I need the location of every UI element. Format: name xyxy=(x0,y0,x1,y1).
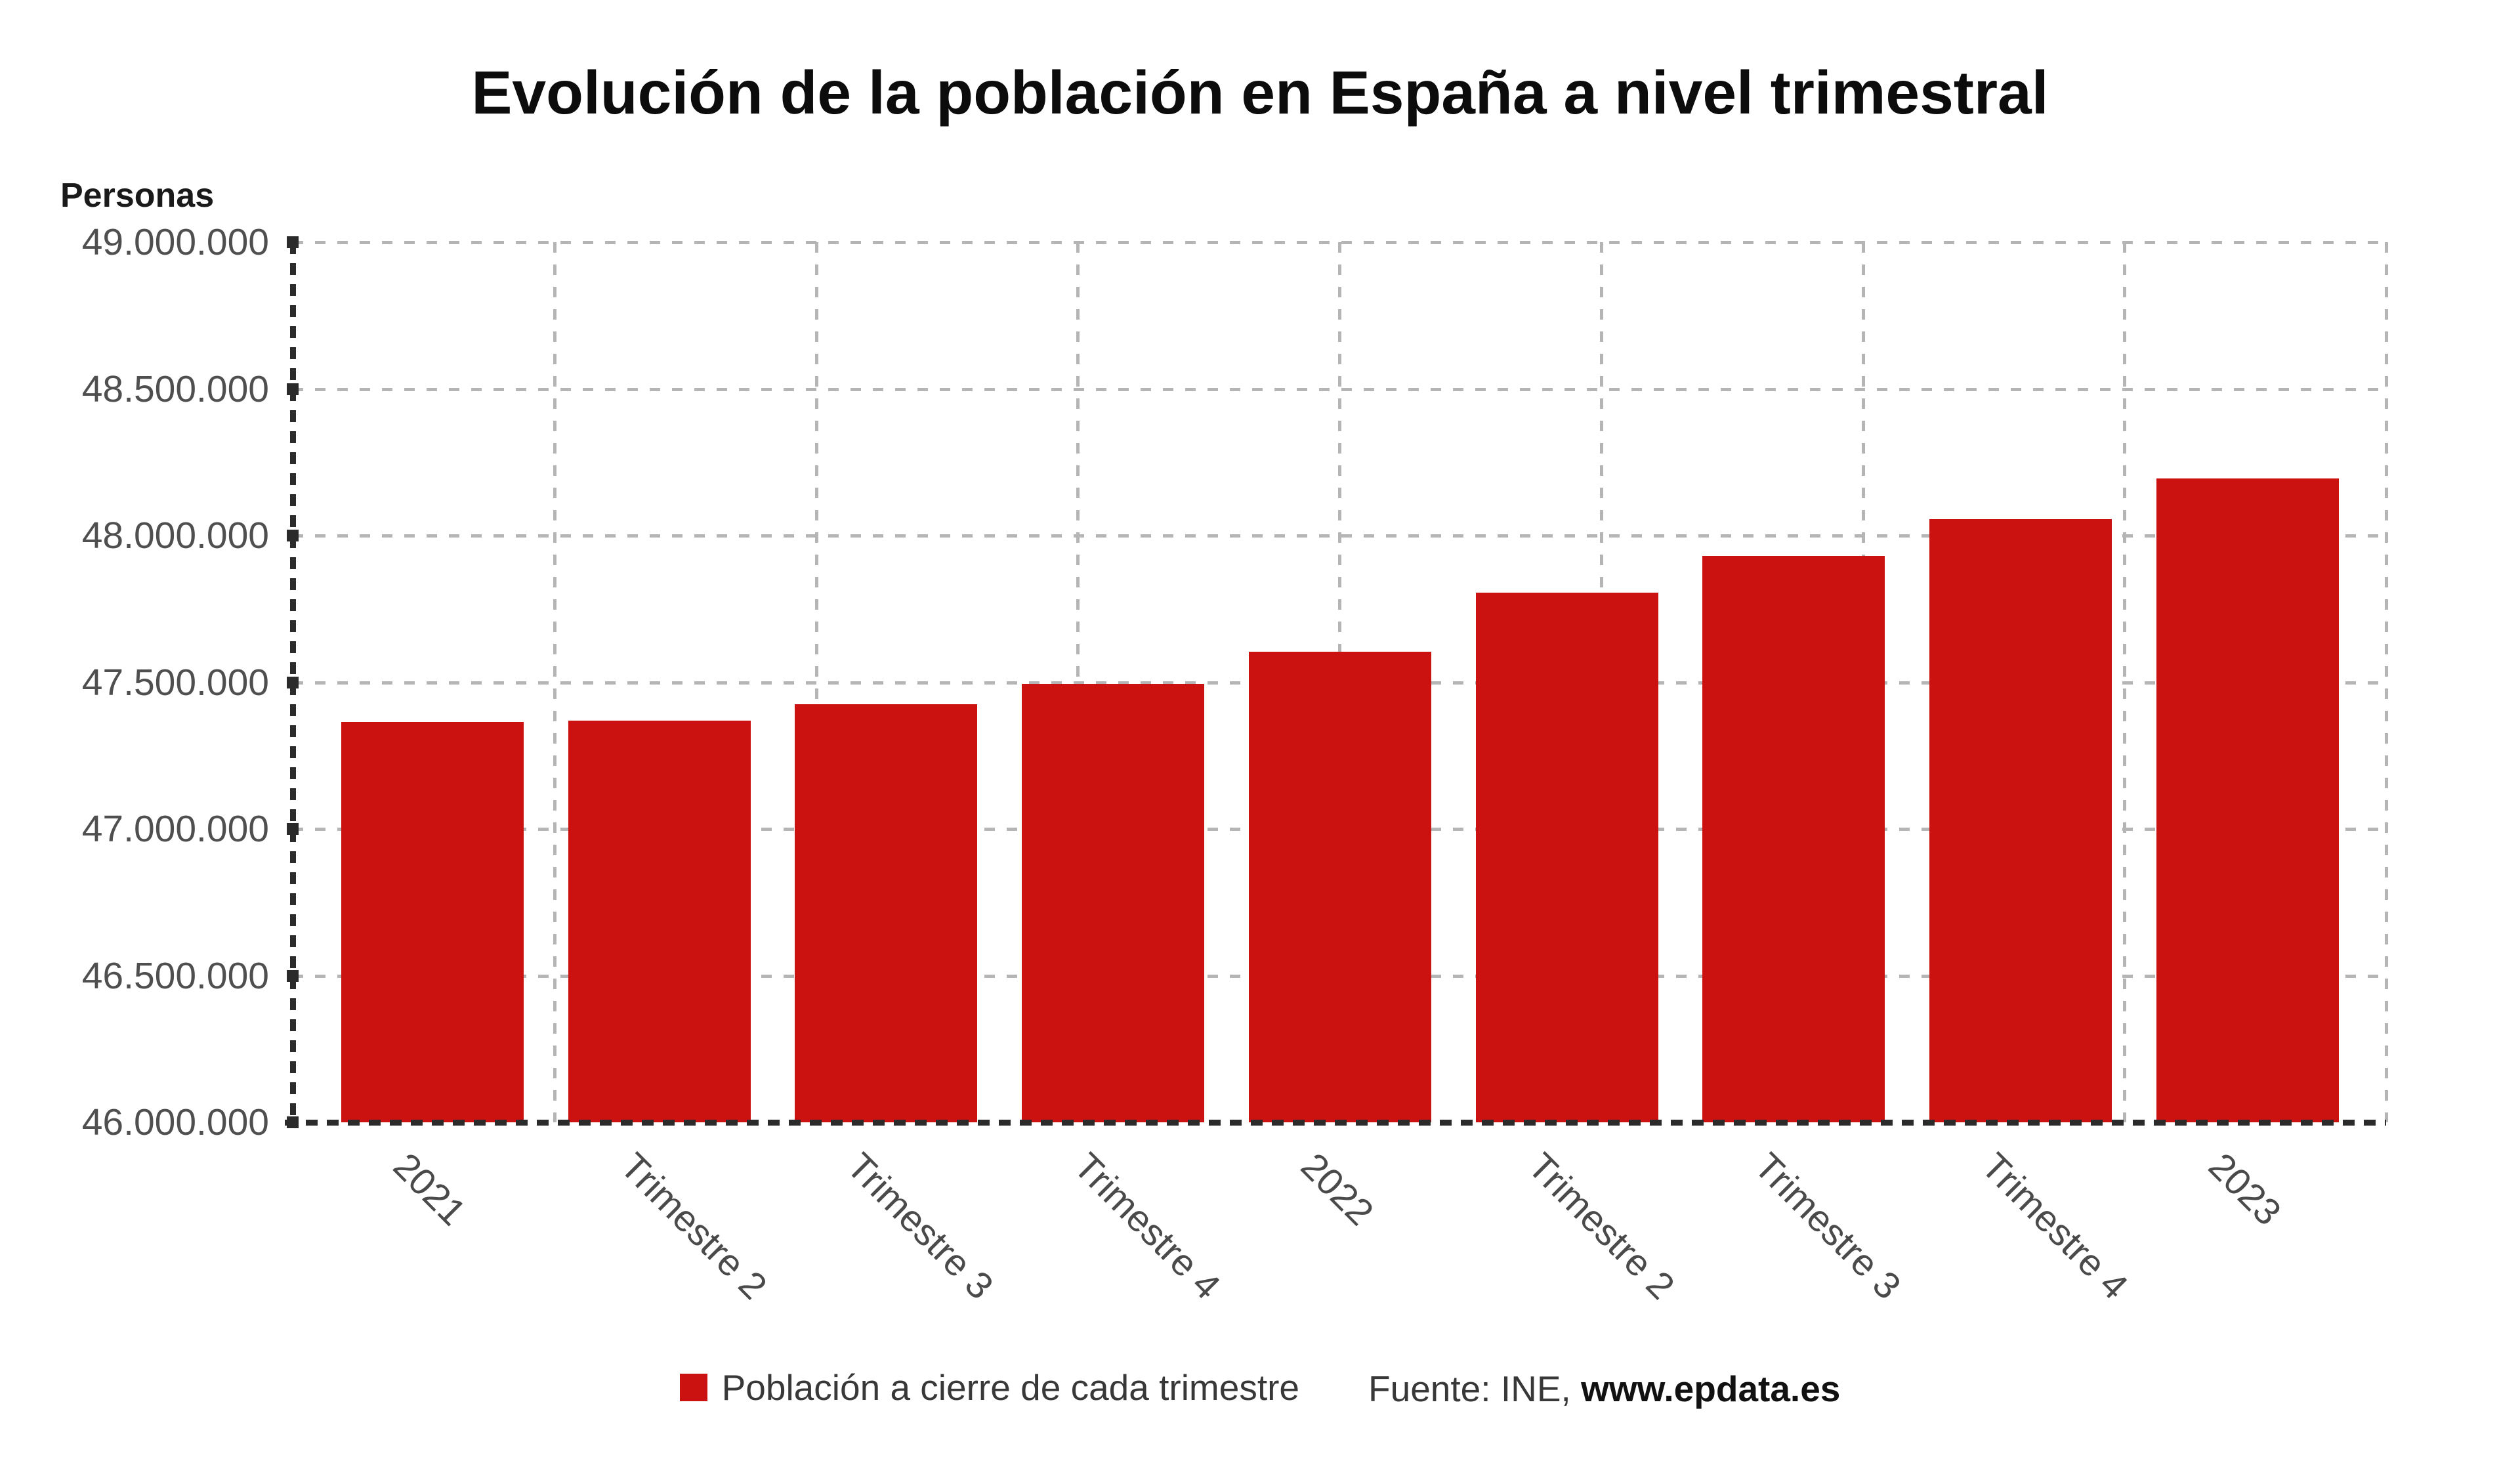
bar-trimestre-2[interactable] xyxy=(568,720,751,1122)
source-prefix: Fuente: INE, xyxy=(1368,1368,1582,1409)
y-axis-tick-label: 49.000.000 xyxy=(81,221,269,263)
y-axis-line xyxy=(290,242,296,1122)
x-axis-tick-label: Trimestre 3 xyxy=(1746,1145,1909,1308)
y-gridline xyxy=(293,534,2386,538)
legend: Población a cierre de cada trimestre Fue… xyxy=(0,1366,2520,1410)
x-axis-line xyxy=(285,1120,2386,1126)
x-axis-tick-label: 2022 xyxy=(1292,1145,1381,1234)
x-axis-tick-label: Trimestre 3 xyxy=(839,1145,1001,1308)
bar-2023[interactable] xyxy=(2156,478,2339,1122)
x-axis-tick-label: Trimestre 2 xyxy=(1519,1145,1683,1308)
source-site-link[interactable]: www.epdata.es xyxy=(1581,1368,1841,1409)
legend-swatch xyxy=(679,1374,707,1401)
y-gridline xyxy=(293,241,2386,244)
x-axis-tick-label: Trimestre 2 xyxy=(612,1145,775,1308)
y-axis-tick-label: 47.500.000 xyxy=(81,661,269,704)
bar-trimestre-4[interactable] xyxy=(1022,683,1205,1122)
y-axis-tick-label: 46.000.000 xyxy=(81,1101,269,1143)
chart-title: Evolución de la población en España a ni… xyxy=(471,58,2049,127)
legend-label: Población a cierre de cada trimestre xyxy=(721,1367,1300,1408)
bar-trimestre-2[interactable] xyxy=(1475,593,1658,1122)
y-gridline xyxy=(293,387,2386,391)
bar-trimestre-3[interactable] xyxy=(795,704,978,1122)
y-axis-tick-label: 48.000.000 xyxy=(81,515,269,557)
y-axis-tick-label: 47.000.000 xyxy=(81,808,269,850)
bar-trimestre-4[interactable] xyxy=(1929,519,2112,1122)
source-text: Fuente: INE, www.epdata.es xyxy=(1368,1368,1840,1410)
y-axis-tick-label: 48.500.000 xyxy=(81,368,269,410)
x-axis-tick-label: 2023 xyxy=(2200,1145,2289,1234)
x-axis-tick-label: Trimestre 4 xyxy=(1066,1145,1228,1308)
legend-item[interactable]: Población a cierre de cada trimestre xyxy=(679,1366,1300,1408)
y-axis-tick-label: 46.500.000 xyxy=(81,954,269,997)
x-axis-tick-label: 2021 xyxy=(385,1145,474,1234)
bar-2022[interactable] xyxy=(1248,651,1431,1122)
bar-2021[interactable] xyxy=(341,721,524,1122)
x-axis-tick-label: Trimestre 4 xyxy=(1973,1145,2136,1308)
x-gridline xyxy=(2385,242,2388,1122)
bar-trimestre-3[interactable] xyxy=(1702,556,1885,1122)
y-axis-title: Personas xyxy=(60,177,215,215)
